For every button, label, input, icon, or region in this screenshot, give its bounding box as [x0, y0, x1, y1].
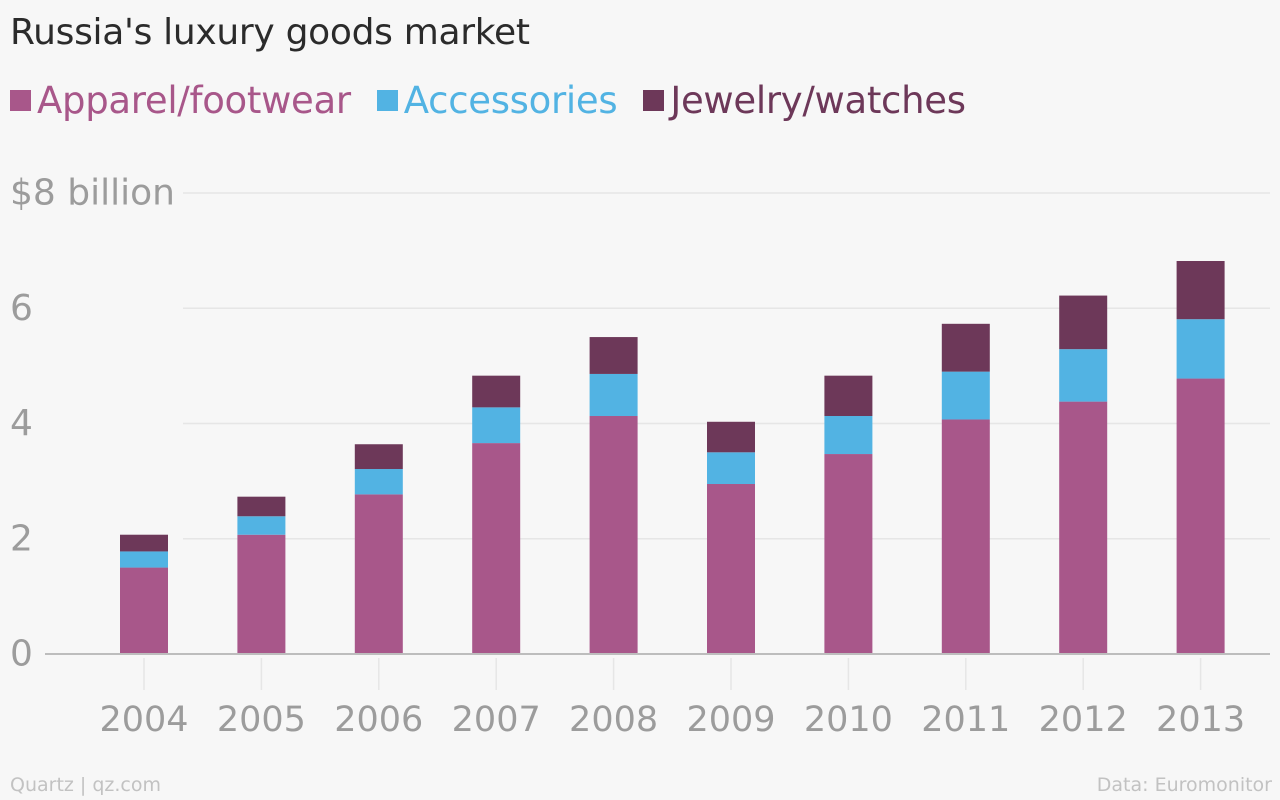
- bar-segment: [237, 496, 286, 517]
- legend-swatch-accessories: [376, 89, 398, 111]
- legend-item-jewelry-watches: Jewelry/watches: [643, 78, 966, 122]
- bar-segment: [824, 416, 873, 455]
- bar-segment: [707, 452, 755, 485]
- legend-swatch-apparel-footwear: [10, 89, 31, 111]
- chart-title: Russia's luxury goods market: [10, 12, 530, 53]
- bar-segment: [824, 454, 873, 654]
- x-tick-label: 2008: [569, 700, 658, 740]
- legend-swatch-jewelry-watches: [643, 89, 665, 111]
- y-tick-label: 2: [10, 518, 33, 559]
- bar-segment: [824, 375, 873, 417]
- legend-label-apparel-footwear: Apparel/footwear: [37, 78, 351, 122]
- bar-segment: [354, 469, 403, 495]
- bar-segment: [1059, 401, 1108, 654]
- bar-segment: [589, 337, 638, 374]
- bar-segment: [1059, 295, 1108, 350]
- x-tick-label: 2005: [217, 700, 306, 740]
- x-tick-label: 2006: [334, 700, 423, 740]
- x-tick-label: 2011: [921, 700, 1010, 740]
- bar-segment: [1176, 378, 1225, 654]
- footer-source-right: Data: Euromonitor: [1096, 774, 1272, 796]
- bar-segment: [472, 375, 521, 408]
- bar-segment: [472, 443, 521, 654]
- bar-segment: [1176, 319, 1225, 379]
- y-tick-label: $8 billion: [10, 173, 175, 214]
- bar-segment: [941, 371, 990, 420]
- legend-item-accessories: Accessories: [376, 78, 618, 122]
- x-tick-label: 2010: [804, 700, 893, 740]
- chart-legend: Apparel/footwear Accessories Jewelry/wat…: [10, 76, 992, 124]
- footer-source-left: Quartz | qz.com: [10, 774, 162, 796]
- bar-segment: [237, 516, 286, 535]
- bar-segment: [589, 373, 638, 417]
- bar-segment: [237, 534, 286, 654]
- x-tick-label: 2004: [99, 700, 188, 740]
- legend-label-jewelry-watches: Jewelry/watches: [670, 78, 966, 122]
- bar-segment: [707, 421, 755, 453]
- legend-label-accessories: Accessories: [403, 78, 618, 122]
- bar-segment: [472, 407, 521, 444]
- x-tick-label: 2013: [1156, 700, 1245, 740]
- y-tick-label: 0: [10, 634, 33, 675]
- bar-segment: [354, 494, 403, 654]
- x-tick-label: 2007: [452, 700, 541, 740]
- bar-segment: [589, 416, 638, 654]
- bar-segment: [941, 323, 990, 372]
- legend-item-apparel-footwear: Apparel/footwear: [10, 79, 351, 122]
- x-tick-label: 2012: [1039, 700, 1128, 740]
- bar-segment: [354, 444, 403, 470]
- bar-segment: [120, 567, 168, 654]
- bar-segment: [120, 534, 168, 552]
- y-tick-label: 6: [10, 288, 33, 329]
- bar-segment: [707, 484, 755, 654]
- x-tick-label: 2009: [686, 700, 775, 740]
- y-tick-label: 4: [10, 403, 33, 444]
- bar-segment: [941, 419, 990, 654]
- bar-segment: [120, 551, 168, 568]
- bar-segment: [1059, 349, 1108, 402]
- bar-segment: [1176, 260, 1225, 320]
